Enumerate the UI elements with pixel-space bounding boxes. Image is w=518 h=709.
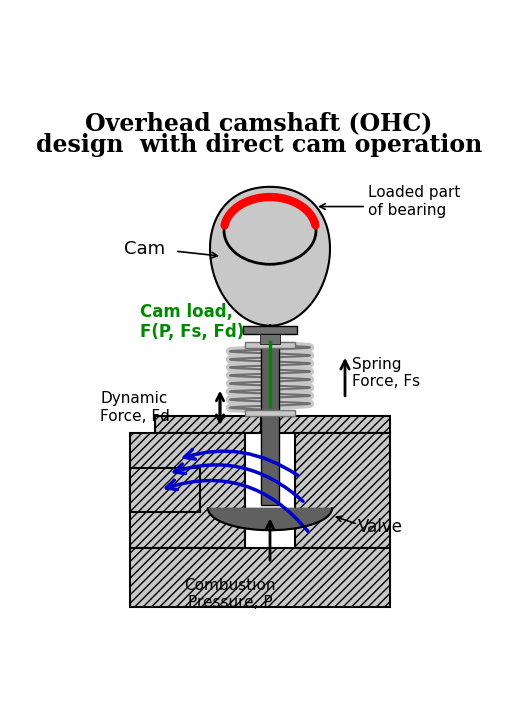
Text: Overhead camshaft (OHC): Overhead camshaft (OHC)	[85, 111, 433, 135]
Polygon shape	[208, 508, 332, 530]
Polygon shape	[210, 187, 330, 325]
Bar	[243, 326, 297, 334]
Text: Spring
Force, Fs: Spring Force, Fs	[352, 357, 420, 389]
Text: Cam: Cam	[124, 240, 165, 258]
Text: Combustion
Pressure, P: Combustion Pressure, P	[184, 578, 276, 610]
Text: design  with direct cam operation: design with direct cam operation	[36, 133, 482, 157]
Bar	[130, 468, 200, 512]
Bar	[130, 549, 390, 607]
Text: Dynamic
Force, Fd: Dynamic Force, Fd	[100, 391, 170, 424]
Bar	[155, 415, 261, 433]
Bar	[261, 344, 279, 505]
Bar	[245, 410, 295, 415]
Bar	[295, 433, 390, 549]
Bar	[279, 415, 390, 433]
Bar	[260, 334, 280, 344]
Text: Valve: Valve	[358, 518, 403, 535]
Text: Loaded part
of bearing: Loaded part of bearing	[368, 185, 461, 218]
Bar	[130, 433, 245, 549]
Text: Cam load,
F(P, Fs, Fd): Cam load, F(P, Fs, Fd)	[140, 303, 244, 342]
Bar	[245, 342, 295, 348]
